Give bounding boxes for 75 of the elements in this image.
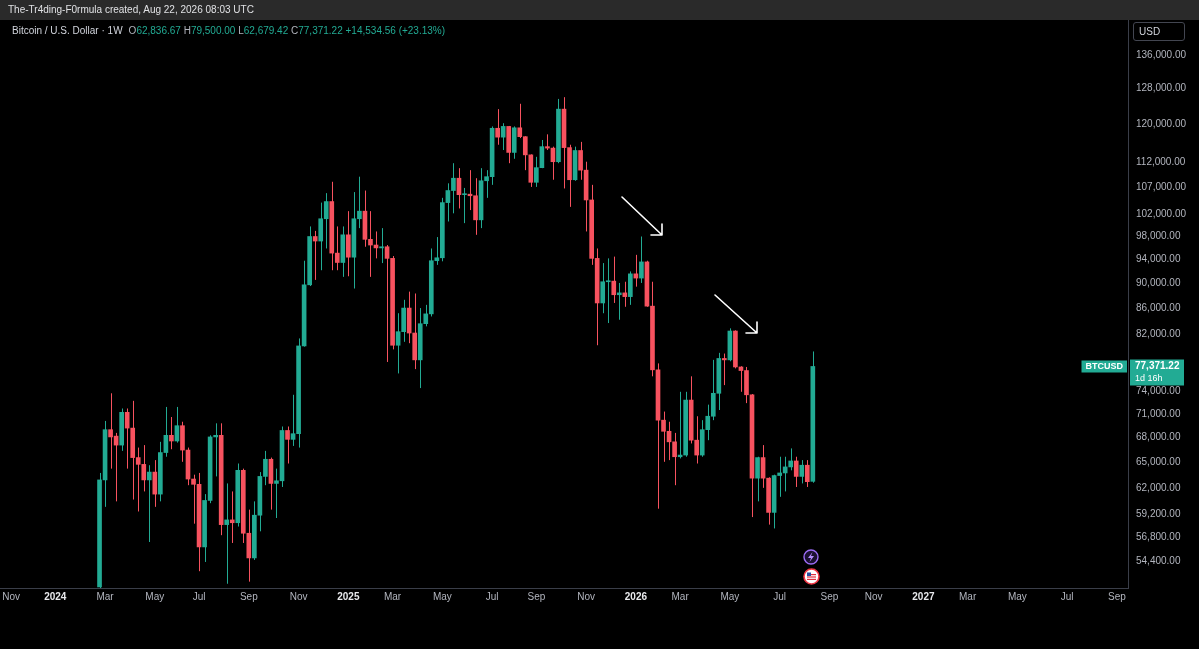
text: 77,371.22	[1135, 360, 1180, 372]
y-tick-label: 82,000.00	[1136, 328, 1181, 340]
x-tick-label: 2026	[624, 590, 648, 602]
x-tick-label: Nov	[577, 590, 596, 602]
y-tick-label: 128,000.00	[1136, 82, 1187, 94]
y-tick-label: 56,800.00	[1136, 530, 1181, 542]
candlestick	[755, 456, 760, 502]
y-tick-label: 136,000.00	[1136, 48, 1187, 60]
candlestick	[578, 141, 583, 181]
y-tick-label: 98,000.00	[1136, 229, 1181, 241]
x-tick-label: 2027	[912, 590, 935, 602]
y-tick-label: 112,000.00	[1136, 155, 1186, 167]
x-tick-label: Jul	[485, 590, 499, 602]
x-tick-label: May	[145, 590, 165, 602]
candlestick	[782, 456, 788, 492]
x-tick-label: Mar	[383, 590, 402, 602]
x-tick-label: Jul	[1060, 590, 1074, 602]
y-tick-label: 74,000.00	[1136, 384, 1181, 396]
text: The-Tr4ding-F0rmula created, Aug 22, 2026 08:03 UTC	[0, 0, 1199, 20]
candlestick	[152, 459, 158, 508]
x-tick-label: May	[432, 590, 452, 602]
x-tick-label: Jul	[773, 590, 787, 602]
candlestick	[213, 422, 218, 477]
x-tick-label: Nov	[864, 590, 883, 602]
candlestick	[334, 225, 340, 271]
candlestick	[500, 122, 506, 151]
y-tick-label: 71,000.00	[1136, 407, 1181, 419]
text: Bitcoin / U.S. Dollar · 1W	[12, 25, 123, 36]
y-tick-label: 54,400.00	[1136, 554, 1181, 566]
annotation: BTCUSD	[1085, 360, 1124, 371]
y-tick-label: 102,000.00	[1136, 207, 1187, 219]
x-tick-label: Mar	[959, 590, 977, 602]
x-tick-label: Sep	[820, 590, 839, 602]
y-axis-title: USD	[1133, 22, 1185, 41]
x-tick-label: May	[1007, 590, 1027, 602]
candlestick	[169, 416, 174, 450]
y-tick-label: 65,000.00	[1136, 456, 1181, 468]
x-tick-label: May	[720, 590, 740, 602]
candlestick	[346, 210, 351, 277]
candlestick	[146, 464, 152, 543]
candlestick	[793, 456, 799, 488]
text: O62,836.67 H79,500.00 L62,679.42 C77,371.22 +14,534.56 (+23.13%)	[128, 25, 446, 37]
x-tick-label: Mar	[671, 590, 690, 602]
candlestick	[495, 108, 500, 146]
x-tick-label: Nov	[289, 590, 308, 602]
y-tick-label: 86,000.00	[1136, 301, 1181, 313]
x-tick-label: Jul	[192, 590, 206, 602]
y-tick-label: 59,200.00	[1136, 508, 1181, 520]
y-tick-label: 68,000.00	[1136, 431, 1181, 443]
candlestick	[462, 187, 467, 224]
candlestick	[799, 459, 805, 484]
candlestick	[229, 490, 235, 544]
candlestick	[639, 236, 644, 284]
x-tick-label: 2025	[337, 590, 360, 602]
y-tick-label: 90,000.00	[1136, 276, 1181, 288]
candlestick	[379, 227, 384, 264]
candlestick	[285, 425, 290, 465]
candlestick	[788, 447, 794, 471]
x-tick-label: Sep	[239, 590, 259, 602]
candlestick	[622, 281, 628, 308]
y-tick-label: 94,000.00	[1136, 252, 1181, 264]
y-tick-label: 120,000.00	[1136, 117, 1187, 129]
x-tick-label: Sep	[1108, 590, 1127, 602]
x-tick-label: Nov	[2, 590, 20, 602]
x-tick-label: Mar	[96, 590, 115, 602]
y-tick-label: 107,000.00	[1136, 181, 1187, 193]
x-tick-label: Sep	[527, 590, 546, 602]
text: 1d 16h	[1135, 372, 1163, 383]
candlestick	[722, 353, 727, 386]
candlestick	[628, 270, 633, 306]
x-tick-label: 2024	[44, 590, 67, 602]
candlestick	[611, 256, 617, 304]
candlestick	[224, 482, 230, 585]
candlestick	[312, 230, 318, 281]
y-tick-label: 62,000.00	[1136, 482, 1181, 494]
